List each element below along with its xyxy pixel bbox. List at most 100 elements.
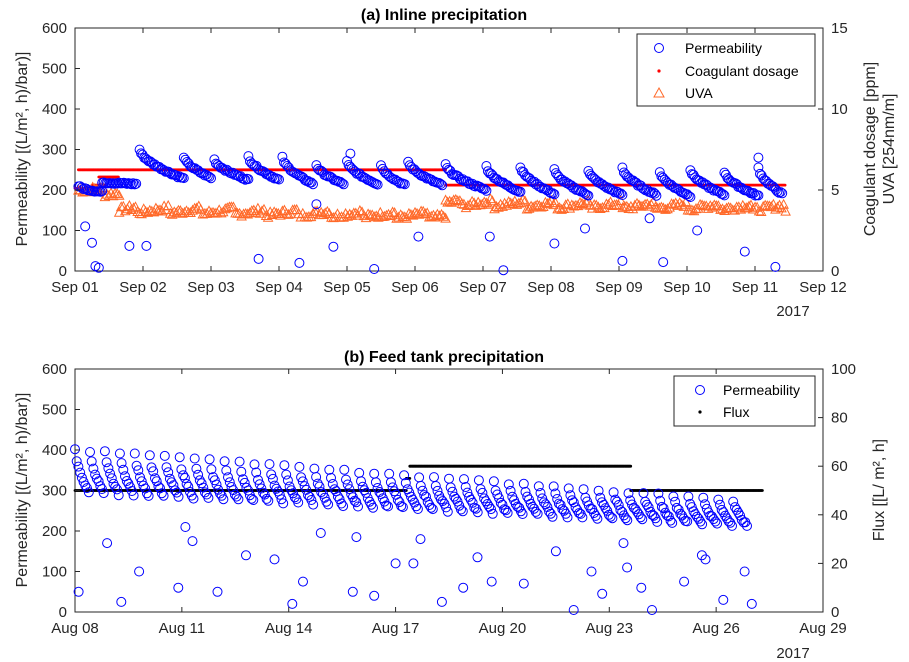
- uva-point: [688, 205, 700, 216]
- permeability-outlier: [141, 240, 152, 251]
- y-tick-label-right: 0: [831, 263, 839, 280]
- permeability-point: [710, 516, 721, 527]
- permeability-point: [480, 496, 491, 507]
- x-tick-label: Aug 17: [372, 620, 420, 637]
- uva-point: [438, 210, 449, 221]
- permeability-point: [488, 476, 499, 487]
- permeability-outlier: [518, 578, 529, 589]
- permeability-point: [180, 154, 191, 165]
- permeability-outlier: [597, 588, 608, 599]
- permeability-point: [456, 504, 466, 515]
- permeability-point: [605, 511, 616, 522]
- permeability-point: [221, 465, 232, 476]
- permeability-outlier: [550, 546, 561, 557]
- permeability-outlier: [746, 598, 757, 609]
- permeability-outlier: [739, 566, 750, 577]
- permeability-point: [700, 499, 710, 510]
- permeability-point: [607, 513, 618, 524]
- permeability-point: [118, 464, 129, 475]
- x-tick-label: Aug 20: [479, 620, 527, 637]
- permeability-point: [736, 514, 747, 525]
- uva-point: [615, 194, 627, 205]
- permeability-point: [278, 498, 289, 509]
- permeability-point: [693, 513, 704, 524]
- permeability-outlier: [739, 246, 750, 257]
- uva-point: [468, 197, 480, 208]
- permeability-point: [637, 514, 648, 525]
- permeability-outlier: [369, 264, 380, 274]
- permeability-point: [338, 179, 349, 190]
- uva-point: [170, 207, 182, 218]
- uva-point: [113, 206, 125, 217]
- permeability-point: [368, 502, 378, 513]
- permeability-point: [383, 501, 393, 512]
- uva-point: [733, 201, 745, 212]
- permeability-point: [144, 450, 155, 461]
- permeability-point: [562, 512, 573, 523]
- legend-label-permeability-b: Permeability: [723, 382, 800, 398]
- permeability-point: [231, 491, 242, 502]
- permeability-point: [770, 184, 781, 195]
- permeability-point: [126, 486, 137, 496]
- permeability-outlier: [568, 605, 579, 615]
- permeability-point: [303, 490, 313, 501]
- uva-point: [519, 195, 531, 206]
- permeability-point: [464, 491, 475, 502]
- y-tick-label-left: 0: [59, 604, 67, 621]
- uva-point: [717, 203, 728, 214]
- permeability-point: [98, 488, 109, 499]
- permeability-point: [552, 494, 563, 504]
- uva-point: [419, 208, 431, 219]
- permeability-point: [178, 173, 189, 184]
- permeability-point: [366, 499, 377, 510]
- uva-point: [126, 203, 137, 214]
- uva-point: [321, 205, 333, 216]
- permeability-point: [518, 478, 529, 489]
- legend-label-permeability: Permeability: [685, 40, 762, 56]
- permeability-point: [204, 454, 215, 465]
- permeability-point: [553, 498, 564, 509]
- y-tick-label-left: 100: [42, 564, 67, 581]
- permeability-point: [617, 190, 628, 200]
- permeability-point: [243, 174, 254, 185]
- permeability-point: [129, 179, 140, 190]
- permeability-point: [682, 516, 693, 527]
- permeability-point: [128, 490, 139, 501]
- permeability-outlier: [369, 590, 380, 601]
- permeability-outlier: [413, 231, 424, 242]
- permeability-point: [550, 488, 561, 499]
- uva-point: [472, 196, 484, 207]
- permeability-point: [200, 487, 210, 498]
- y-tick-label-left: 200: [42, 523, 67, 540]
- uva-point: [370, 210, 382, 221]
- permeability-point: [374, 487, 385, 497]
- uva-point: [266, 208, 278, 219]
- permeability-point: [535, 488, 546, 498]
- permeability-point: [772, 186, 783, 197]
- permeability-point: [259, 167, 270, 178]
- panel-b-ylabel-left: Permeability [(L/m², h)/bar)]: [14, 393, 31, 588]
- permeability-point: [479, 493, 490, 504]
- permeability-point: [215, 488, 225, 499]
- uva-point: [358, 210, 370, 221]
- permeability-point: [161, 462, 172, 473]
- permeability-point: [101, 457, 112, 468]
- x-tick-label: Sep 08: [527, 279, 575, 296]
- uva-point: [395, 209, 407, 220]
- permeability-point: [407, 494, 418, 505]
- panel-b-legend-box: [673, 375, 816, 427]
- uva-point: [460, 202, 472, 213]
- permeability-point: [223, 472, 233, 483]
- permeability-point: [339, 464, 350, 475]
- uva-point: [544, 197, 555, 208]
- permeability-point: [688, 506, 699, 517]
- legend-marker-flux: [698, 410, 702, 414]
- panel-a-data: [73, 144, 791, 276]
- permeability-outlier: [436, 596, 447, 607]
- legend-marker-permeability: [654, 43, 664, 53]
- uva-point: [476, 198, 488, 209]
- permeability-point: [272, 173, 283, 184]
- permeability-point: [266, 469, 277, 480]
- permeability-point: [176, 464, 187, 475]
- permeability-point: [467, 497, 478, 508]
